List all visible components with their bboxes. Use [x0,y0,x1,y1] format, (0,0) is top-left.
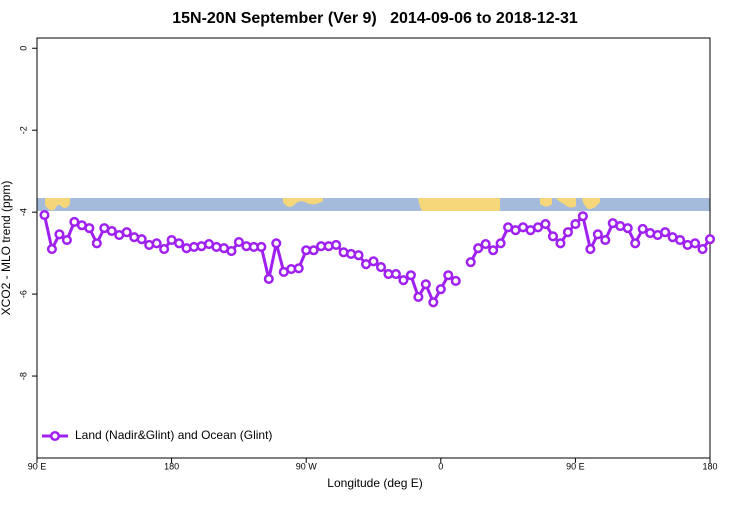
chart-title: 15N-20N September (Ver 9) 2014-09-06 to … [172,10,578,27]
data-point [585,243,596,255]
legend-marker [49,430,61,442]
data-point [473,243,484,254]
data-point [390,268,401,280]
x-tick-label: 0 [438,461,443,471]
x-axis-label: Longitude (deg E) [327,476,422,490]
data-point [420,279,431,290]
data-point [159,243,170,255]
data-point [398,275,409,286]
data-point [488,245,499,256]
data-point [450,275,461,287]
data-point [465,257,476,268]
data-point [443,270,454,281]
data-point [61,234,72,246]
data-point [689,238,701,249]
data-point [121,227,132,238]
data-point [540,218,551,230]
data-point [480,239,491,250]
data-point [592,229,603,240]
data-point [697,243,708,255]
data-point [308,245,319,256]
data-point [547,231,559,242]
y-tick-label: -8 [18,372,28,380]
data-point [46,243,58,255]
y-tick-label: -2 [18,126,28,134]
data-point [428,297,439,308]
data-point [637,223,648,234]
y-tick-label: -6 [18,290,28,298]
y-axis-label: XCO2 - MLO trend (ppm) [0,181,13,316]
data-point [271,238,282,249]
data-point [39,209,50,221]
data-point [704,234,716,245]
data-point [630,238,641,249]
y-tick-label: 0 [18,46,28,51]
x-tick-label: 180 [702,461,717,471]
data-point [91,238,102,249]
map-strip [37,198,710,211]
data-point [84,223,95,234]
data-point [331,239,342,250]
data-point [660,227,671,238]
data-point [54,229,65,240]
data-point [570,218,581,230]
data-point [375,262,387,273]
data-point [263,273,274,284]
x-tick-label: 90 W [296,461,318,471]
data-point [577,211,588,222]
data-point [413,291,424,303]
x-tick-label: 90 E [28,461,47,471]
data-point [353,250,364,261]
data-point [226,246,237,257]
data-point [106,225,117,237]
x-tick-label: 90 E [566,461,585,471]
data-point [368,256,379,267]
data-point [174,238,185,249]
legend-label: Land (Nadir&Glint) and Ocean (Glint) [75,428,272,442]
x-tick-label: 180 [164,461,179,471]
legend: Land (Nadir&Glint) and Ocean (Glint) [42,428,272,442]
data-point [600,234,611,246]
data-point [495,238,506,249]
data-point [405,270,416,281]
data-point [675,234,686,246]
plot-frame [36,37,711,459]
data-point [435,284,446,295]
data-point [233,237,244,248]
data-point [622,223,633,234]
data-point [293,263,304,274]
data-point [136,234,147,245]
y-tick-label: -4 [18,208,28,216]
data-point [555,238,566,249]
data-point [256,241,267,253]
data-point [562,227,573,238]
data-point [151,238,162,249]
